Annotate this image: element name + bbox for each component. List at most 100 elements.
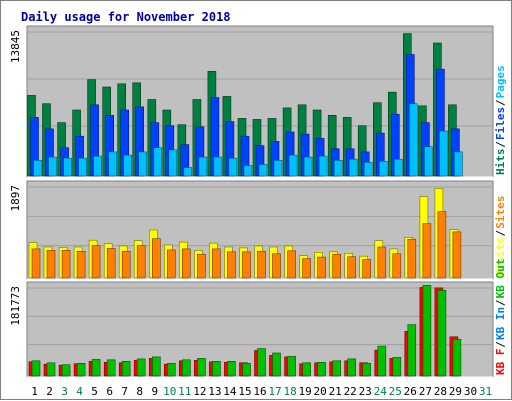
hits-panel-bar-pages-day-11 bbox=[183, 167, 193, 177]
hits-panel-bar-pages-day-22 bbox=[348, 158, 358, 177]
kbytes-panel-bar-kb-out-day-20 bbox=[317, 361, 326, 377]
hits-panel-legend-files: Files bbox=[494, 107, 507, 140]
hits-panel-bar-pages-day-15 bbox=[243, 165, 253, 177]
visits-panel-bar-sites-day-19 bbox=[302, 258, 311, 279]
visits-panel-bar-sites-day-12 bbox=[197, 253, 206, 279]
visits-panel-legend-separator: / bbox=[494, 230, 507, 237]
visits-panel-bar-sites-day-29 bbox=[452, 231, 462, 279]
visits-panel-bar-sites-day-20 bbox=[317, 256, 326, 279]
kbytes-panel-bar-kb-out-day-11 bbox=[182, 359, 191, 377]
kbytes-panel-bar-kb-out-day-12 bbox=[197, 358, 206, 377]
kbytes-panel-bar-kb-out-day-8 bbox=[136, 358, 146, 377]
x-tick-label-day-21: 21 bbox=[329, 385, 342, 398]
hits-panel-bar-pages-day-25 bbox=[393, 158, 403, 177]
kbytes-panel-legend-separator: / bbox=[494, 341, 507, 348]
visits-panel-ymax-label: 1897 bbox=[9, 185, 22, 212]
x-tick-label-day-7: 7 bbox=[121, 385, 128, 398]
hits-panel-ymax-label: 13845 bbox=[9, 30, 22, 63]
hits-panel-legend-separator: / bbox=[494, 141, 507, 148]
x-tick-label-day-22: 22 bbox=[344, 385, 357, 398]
kbytes-panel-bar-kb-out-day-13 bbox=[212, 360, 221, 377]
visits-panel-bar-sites-day-23 bbox=[362, 259, 372, 279]
x-tick-label-day-25: 25 bbox=[389, 385, 402, 398]
kbytes-panel-legend-kb-in: KB In bbox=[494, 307, 507, 340]
visits-panel-legend-visits: Visits bbox=[494, 237, 507, 277]
hits-panel-bar-pages-day-3 bbox=[63, 157, 72, 177]
x-tick-label-day-1: 1 bbox=[31, 385, 38, 398]
kbytes-panel-bar-kb-out-day-10 bbox=[167, 362, 176, 377]
kbytes-panel-bar-kb-out-day-24 bbox=[377, 345, 387, 377]
visits-panel-bar-sites-day-24 bbox=[377, 246, 387, 279]
x-tick-label-day-3: 3 bbox=[61, 385, 68, 398]
x-tick-label-day-18: 18 bbox=[283, 385, 296, 398]
hits-panel-bar-pages-day-20 bbox=[318, 155, 328, 177]
visits-panel-bar-sites-day-16 bbox=[257, 251, 266, 279]
visits-panel-bar-sites-day-13 bbox=[212, 248, 221, 279]
kbytes-panel-bar-kb-out-day-25 bbox=[392, 357, 402, 377]
visits-panel-bar-sites-day-6 bbox=[106, 248, 116, 279]
hits-panel-bar-pages-day-10 bbox=[168, 149, 178, 177]
visits-panel-bar-sites-day-10 bbox=[167, 249, 176, 279]
hits-panel-bar-pages-day-29 bbox=[454, 151, 463, 177]
x-tick-label-day-23: 23 bbox=[359, 385, 372, 398]
x-tick-label-day-12: 12 bbox=[193, 385, 206, 398]
visits-panel-bar-sites-day-21 bbox=[332, 253, 342, 279]
hits-panel-bar-pages-day-4 bbox=[78, 157, 87, 177]
kbytes-panel-bar-kb-out-day-29 bbox=[452, 338, 462, 377]
kbytes-panel-bar-kb-out-day-7 bbox=[121, 360, 131, 377]
hits-panel-bar-pages-day-28 bbox=[439, 130, 448, 177]
x-tick-label-day-30: 30 bbox=[464, 385, 477, 398]
x-tick-label-day-15: 15 bbox=[238, 385, 251, 398]
x-tick-label-day-16: 16 bbox=[253, 385, 266, 398]
hits-panel-bar-pages-day-5 bbox=[93, 155, 102, 177]
kbytes-panel-bar-kb-out-day-28 bbox=[437, 289, 447, 377]
visits-panel-bar-sites-day-5 bbox=[91, 245, 101, 279]
visits-panel-bar-sites-day-1 bbox=[31, 248, 41, 279]
visits-panel-bar-sites-day-7 bbox=[121, 251, 131, 279]
x-tick-label-day-28: 28 bbox=[434, 385, 447, 398]
kbytes-panel-ymax-label: 181773 bbox=[9, 286, 22, 326]
x-tick-label-day-26: 26 bbox=[404, 385, 417, 398]
kbytes-panel-bar-kb-out-day-21 bbox=[332, 360, 342, 377]
x-tick-label-day-10: 10 bbox=[163, 385, 176, 398]
visits-panel-bar-sites-day-8 bbox=[136, 245, 146, 279]
x-tick-label-day-8: 8 bbox=[136, 385, 143, 398]
hits-panel-bar-pages-day-1 bbox=[33, 160, 42, 177]
kbytes-panel-bar-kb-out-day-18 bbox=[287, 356, 296, 377]
x-tick-label-day-14: 14 bbox=[223, 385, 237, 398]
kbytes-panel-bar-kb-out-day-9 bbox=[152, 356, 161, 377]
x-tick-label-day-29: 29 bbox=[449, 385, 462, 398]
hits-panel-bar-pages-day-19 bbox=[303, 156, 313, 177]
hits-panel-bar-pages-day-16 bbox=[258, 164, 268, 177]
hits-panel-legend-hits: Hits bbox=[494, 149, 507, 176]
x-tick-label-day-17: 17 bbox=[268, 385, 281, 398]
visits-panel-bar-sites-day-22 bbox=[347, 256, 357, 279]
x-tick-label-day-13: 13 bbox=[208, 385, 221, 398]
chart-title: Daily usage for November 2018 bbox=[21, 10, 231, 24]
kbytes-panel-bar-kb-out-day-14 bbox=[227, 360, 236, 377]
hits-panel-bar-pages-day-7 bbox=[123, 154, 132, 177]
kbytes-panel-bar-kb-out-day-17 bbox=[272, 352, 281, 377]
hits-panel-bar-pages-day-13 bbox=[213, 156, 223, 177]
visits-panel-bar-sites-day-26 bbox=[407, 238, 417, 279]
kbytes-panel-bar-kb-out-day-15 bbox=[242, 362, 251, 377]
visits-panel-bar-sites-day-27 bbox=[422, 223, 432, 279]
visits-panel-bar-sites-day-15 bbox=[242, 251, 251, 279]
hits-panel-bar-pages-day-24 bbox=[378, 161, 388, 177]
visits-panel-bar-sites-day-2 bbox=[46, 250, 56, 279]
hits-panel-bar-pages-day-21 bbox=[333, 160, 343, 177]
hits-panel-bar-pages-day-17 bbox=[273, 160, 283, 177]
hits-panel-bar-pages-day-8 bbox=[138, 151, 147, 177]
visits-panel-bar-sites-day-14 bbox=[227, 251, 236, 279]
x-tick-label-day-2: 2 bbox=[46, 385, 53, 398]
kbytes-panel-bar-kb-out-day-1 bbox=[31, 360, 41, 377]
x-tick-label-day-11: 11 bbox=[178, 385, 191, 398]
x-tick-label-day-19: 19 bbox=[298, 385, 311, 398]
hits-panel-bar-pages-day-27 bbox=[424, 146, 433, 177]
hits-panel-bar-pages-day-23 bbox=[363, 162, 373, 177]
x-tick-label-day-6: 6 bbox=[106, 385, 113, 398]
kbytes-panel-bar-kb-out-day-6 bbox=[106, 359, 116, 377]
kbytes-panel-bar-kb-out-day-2 bbox=[46, 362, 56, 377]
